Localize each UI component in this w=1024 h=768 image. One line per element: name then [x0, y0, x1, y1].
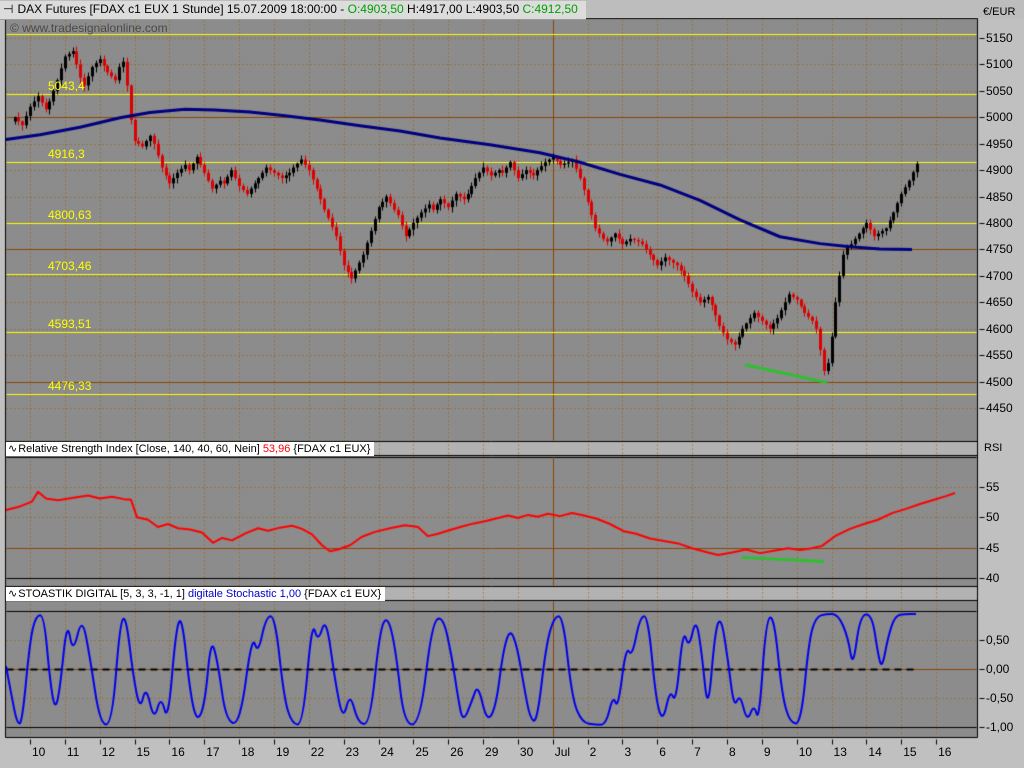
chart-title: DAX Futures [FDAX c1 EUX 1 Stunde] 15.07… [17, 2, 577, 16]
date-tick-label: 22 [310, 745, 325, 759]
price-tick-label: 5150 [986, 31, 1013, 45]
rsi-indicator-header[interactable]: ∿Relative Strength Index [Close, 140, 40… [6, 442, 375, 456]
chart-title-box: ⊣ DAX Futures [FDAX c1 EUX 1 Stunde] 15.0… [0, 1, 586, 20]
date-tick-label: 15 [136, 745, 150, 759]
price-tick-label: 4700 [986, 268, 1013, 283]
price-tick-label: 5050 [986, 83, 1013, 98]
horizontal-line-label: 4800,63 [48, 207, 92, 222]
date-tick-label: 6 [659, 745, 666, 759]
price-tick-label: 4500 [986, 374, 1013, 389]
date-tick-label: 15 [903, 745, 917, 759]
date-tick-label: 11 [66, 745, 80, 759]
stochastic-tick-label: 0,00 [986, 662, 1010, 676]
stochastic-header-segment: digitale Stochastic 1,00 [187, 588, 302, 600]
date-tick-label: 29 [485, 745, 499, 759]
rsi-tick-label: 50 [986, 510, 1000, 525]
stochastic-tick-label: 0,50 [986, 633, 1010, 647]
price-tick-label: 4800 [986, 216, 1013, 230]
rsi-tick-label: 45 [986, 540, 1000, 555]
horizontal-line-label: 4916,3 [48, 146, 85, 161]
rsi-header-segment: 53,96 [262, 443, 291, 455]
horizontal-line-label: 4593,51 [48, 317, 92, 332]
horizontal-line-label: 5043,4 [48, 79, 85, 94]
indicator-wave-icon: ∿ [8, 443, 18, 455]
date-tick-label: 10 [798, 745, 813, 759]
chart-tool-icon: ⊣ [3, 2, 14, 16]
date-tick-label: 7 [694, 745, 701, 759]
title-bar: ⊣ DAX Futures [FDAX c1 EUX 1 Stunde] 15.0… [0, 0, 1024, 20]
stochastic-header-segment: STOASTIK DIGITAL [5, 3, 3, -1, 1] [18, 588, 188, 600]
price-tick-label: 4950 [986, 136, 1013, 151]
price-tick-label: 4650 [986, 295, 1013, 310]
stochastic-header-segment: {FDAX c1 EUX} [301, 588, 382, 600]
date-tick-label: 14 [868, 745, 882, 759]
chart-title-segment: H:4917,00 L:4903,50 [403, 2, 523, 16]
date-tick-label: 18 [241, 745, 255, 759]
stochastic-tick-label: -0,50 [986, 691, 1014, 705]
date-tick-label: 30 [519, 745, 534, 759]
date-tick-label: 13 [833, 745, 847, 759]
rsi-header-text: Relative Strength Index [Close, 140, 40,… [18, 443, 370, 455]
price-tick-label: 4550 [986, 348, 1013, 363]
date-tick-label: 24 [380, 745, 394, 759]
price-axis-unit-label: €/EUR [983, 6, 1016, 18]
date-tick-label: Jul [554, 745, 571, 759]
date-tick-label: 16 [171, 745, 185, 759]
price-tick-label: 4600 [986, 321, 1013, 336]
date-tick-label: 16 [938, 745, 952, 759]
horizontal-line-label: 4476,33 [48, 379, 92, 394]
rsi-tick-label: 40 [986, 571, 1000, 585]
date-tick-label: 25 [415, 745, 429, 759]
watermark: © www.tradesignalonline.com [10, 21, 168, 35]
stochastic-indicator-header[interactable]: ∿STOASTIK DIGITAL [5, 3, 3, -1, 1] digit… [6, 587, 386, 601]
rsi-axis-label: RSI [984, 442, 1003, 454]
date-tick-label: 10 [32, 745, 46, 759]
chart-title-segment: DAX Futures [FDAX c1 EUX 1 Stunde] 15.07… [17, 2, 348, 16]
chart-title-segment: C:4912,50 [522, 2, 578, 16]
date-tick-label: 19 [275, 745, 290, 759]
rsi-header-segment: {FDAX c1 EUX} [290, 443, 371, 455]
date-tick-label: 12 [101, 745, 116, 759]
date-tick-label: 26 [450, 745, 464, 759]
horizontal-line-label: 4703,46 [48, 259, 92, 274]
date-tick-label: 8 [729, 745, 736, 759]
price-tick-label: 5000 [986, 110, 1013, 125]
price-tick-label: 4750 [986, 242, 1013, 257]
chart-title-segment: O:4903,50 [347, 2, 404, 16]
indicator-wave-icon: ∿ [8, 588, 18, 600]
rsi-tick-label: 55 [986, 480, 1000, 494]
date-tick-label: 17 [206, 745, 220, 759]
date-tick-label: 23 [345, 745, 359, 759]
price-tick-label: 5100 [986, 57, 1013, 72]
date-tick-label: 9 [763, 745, 771, 759]
price-tick-label: 4450 [986, 401, 1013, 416]
price-tick-label: 4900 [986, 163, 1013, 178]
price-tick-label: 4850 [986, 189, 1013, 204]
date-tick-label: 2 [589, 745, 597, 759]
rsi-header-segment: Relative Strength Index [Close, 140, 40,… [18, 443, 263, 455]
stochastic-header-text: STOASTIK DIGITAL [5, 3, 3, -1, 1] digita… [18, 588, 381, 600]
stochastic-tick-label: -1,00 [986, 720, 1014, 734]
date-tick-label: 3 [624, 745, 632, 759]
